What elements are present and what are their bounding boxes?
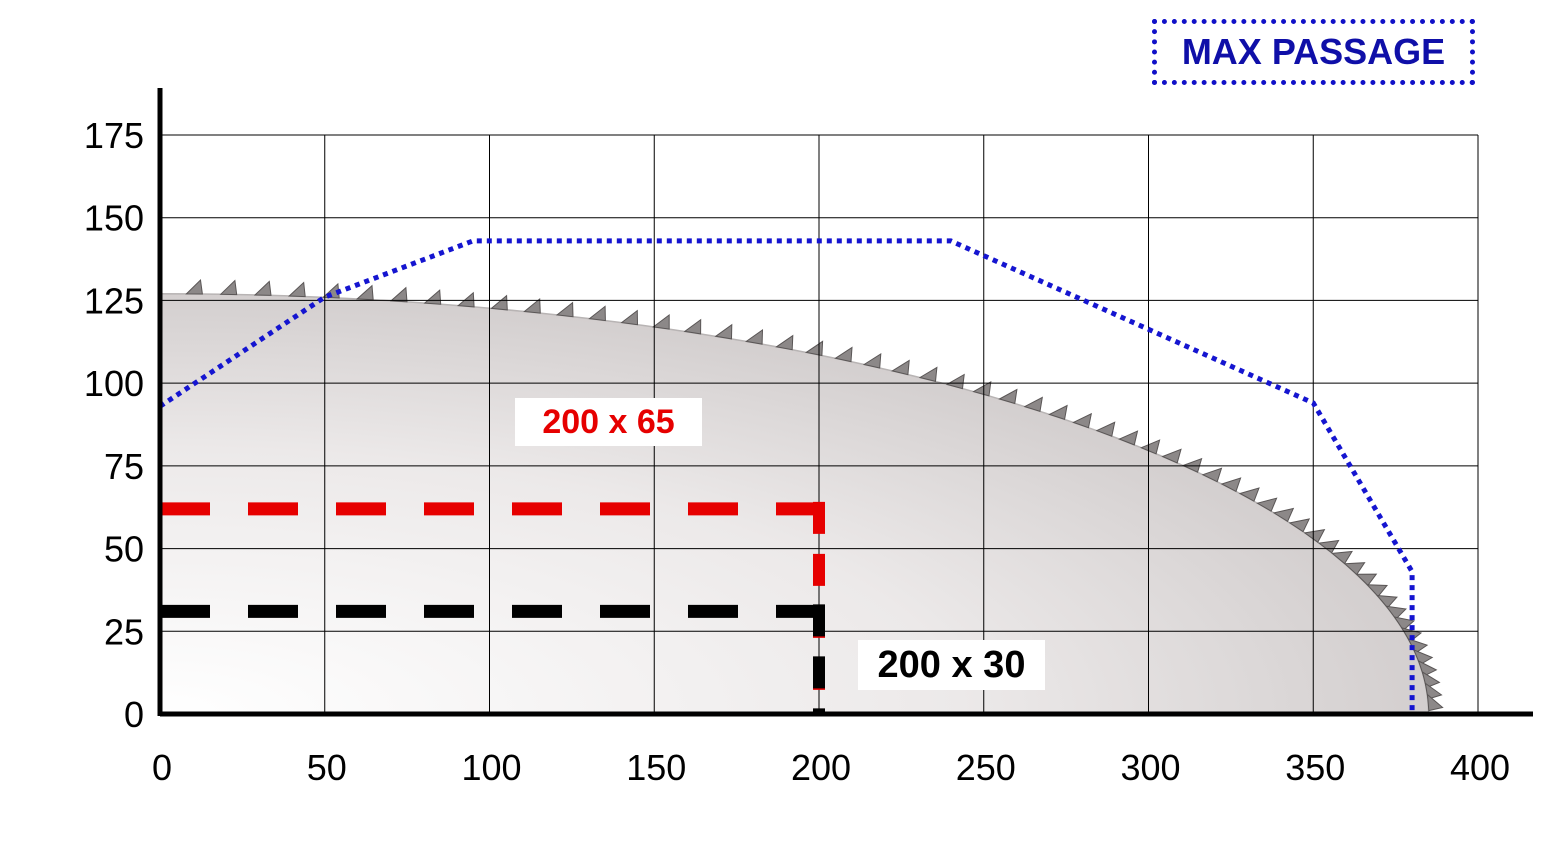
blade-tooth [745, 329, 764, 345]
x-tick-label: 50 [307, 747, 347, 788]
blade-tooth [287, 281, 306, 298]
blade-tooth [1118, 430, 1139, 446]
blade-tooth [891, 359, 910, 376]
blade-tooth [1161, 448, 1182, 464]
blade-tooth [355, 284, 374, 301]
y-tick-label: 25 [104, 611, 144, 652]
blade-tooth [1366, 584, 1389, 598]
blade-tooth [1072, 412, 1092, 429]
blade-tooth [1256, 497, 1278, 512]
blade-tooth [1272, 507, 1295, 523]
y-tick-label: 150 [84, 198, 144, 239]
y-tick-label: 125 [84, 280, 144, 321]
blade-tooth [1412, 648, 1434, 666]
blade-tooth [490, 294, 508, 311]
blade-tooth [918, 366, 938, 383]
blade-tooth [652, 313, 670, 330]
x-tick-label: 250 [956, 747, 1016, 788]
blade-tooth [1426, 693, 1444, 712]
blade-tooth [1303, 529, 1326, 543]
series-line-max-passage [158, 238, 1415, 714]
blade-tooth [219, 279, 238, 296]
x-tick-label: 100 [461, 747, 521, 788]
blade-tooth [523, 297, 541, 314]
blade-tooth [972, 380, 992, 397]
tick-labels: 0 50 100 150 200 250 300 350 400 0 25 50 75 100 125 150… [84, 115, 1510, 788]
blade-tooth [423, 289, 442, 305]
y-tick-label: 50 [104, 529, 144, 570]
blade-tooth [714, 323, 733, 340]
blade-tooth [1048, 404, 1068, 421]
blade-tooth [1095, 421, 1116, 437]
blade-tooth [775, 334, 794, 351]
legend-max-passage: MAX PASSAGE [1152, 19, 1475, 85]
blade-tooth [998, 388, 1018, 405]
x-tick-label: 0 [152, 747, 172, 788]
x-tick-label: 150 [626, 747, 686, 788]
blade-tooth [862, 352, 882, 369]
blade-tooth [1331, 550, 1353, 565]
cut-label-200x65: 200 x 65 [515, 398, 702, 446]
blade-tooth [683, 318, 702, 335]
blade-tooth [555, 301, 574, 318]
y-tick-label: 100 [84, 363, 144, 404]
axes [157, 88, 1533, 717]
cut-zones [160, 501, 825, 714]
blade-tooth [588, 305, 606, 322]
blade-tooth [253, 280, 272, 296]
blade-tooth [834, 346, 853, 363]
blade-tooth [1201, 467, 1223, 483]
blade-tooth [389, 286, 408, 303]
blade-tooth [1424, 682, 1443, 700]
blade-tooth [456, 291, 475, 308]
legend-label: MAX PASSAGE [1181, 31, 1446, 72]
blade-tooth [620, 309, 639, 326]
blade-tooth [1393, 616, 1415, 632]
blade-tooth [804, 340, 824, 357]
blade-tooth [1288, 518, 1311, 533]
cut-label-200x30: 200 x 30 [858, 640, 1045, 690]
blade-tooth [1023, 396, 1043, 412]
series-lines [158, 238, 1415, 714]
x-tick-label: 400 [1450, 747, 1510, 788]
blade-tooth [1355, 573, 1378, 587]
x-tick-label: 350 [1285, 747, 1345, 788]
blade-tooth [1343, 562, 1366, 576]
blade-tooth [1317, 539, 1340, 554]
y-tick-label: 0 [124, 694, 144, 735]
y-tick-label: 175 [84, 115, 144, 156]
blade-tooth [1238, 487, 1260, 502]
blade-tooth [1376, 594, 1398, 609]
blade-tooth [185, 278, 203, 295]
saw-blade [159, 278, 1444, 715]
x-tick-label: 200 [791, 747, 851, 788]
blade-tooth [1220, 477, 1242, 493]
x-tick-label: 300 [1120, 747, 1180, 788]
blade-tooth [945, 373, 965, 390]
y-tick-label: 75 [104, 446, 144, 487]
blade-tooth [1385, 605, 1407, 620]
